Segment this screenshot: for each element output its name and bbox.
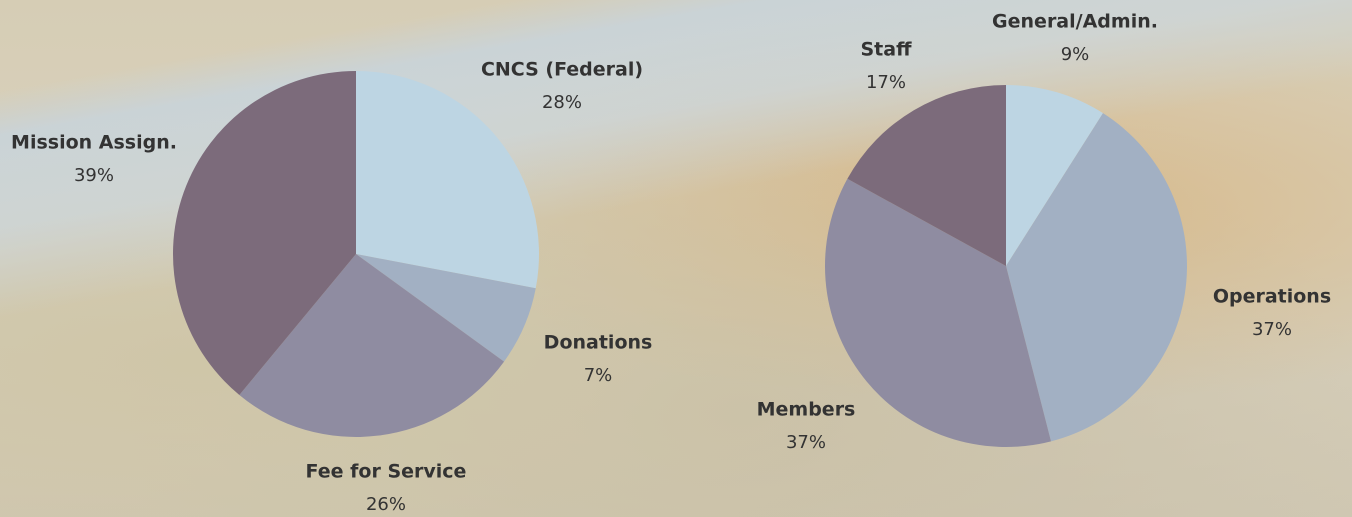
- slice-label: General/Admin.: [992, 11, 1158, 33]
- slice-label: Operations: [1213, 286, 1331, 308]
- slice-label: Fee for Service: [306, 461, 467, 483]
- slice-label: Donations: [544, 332, 653, 354]
- slice-label: CNCS (Federal): [481, 59, 643, 81]
- pie-slice: [847, 85, 1006, 266]
- pie-slice: [172, 71, 356, 396]
- slice-label: Members: [757, 399, 856, 421]
- pie-slice: [356, 71, 539, 289]
- slice-value: 37%: [786, 432, 826, 453]
- pie-slice: [1006, 113, 1187, 442]
- slice-value: 28%: [542, 92, 582, 113]
- pie-slice: [356, 254, 536, 362]
- pie-slice: [825, 178, 1052, 447]
- slice-value: 7%: [584, 365, 613, 386]
- slice-value: 26%: [366, 494, 406, 515]
- slice-value: 39%: [74, 165, 114, 186]
- slice-label: Staff: [861, 39, 913, 61]
- pie-slice: [239, 254, 505, 437]
- slice-value: 37%: [1252, 319, 1292, 340]
- slice-value: 17%: [866, 72, 906, 93]
- pie-slice: [1006, 85, 1103, 266]
- slice-value: 9%: [1061, 44, 1090, 65]
- slice-label: Mission Assign.: [11, 132, 177, 154]
